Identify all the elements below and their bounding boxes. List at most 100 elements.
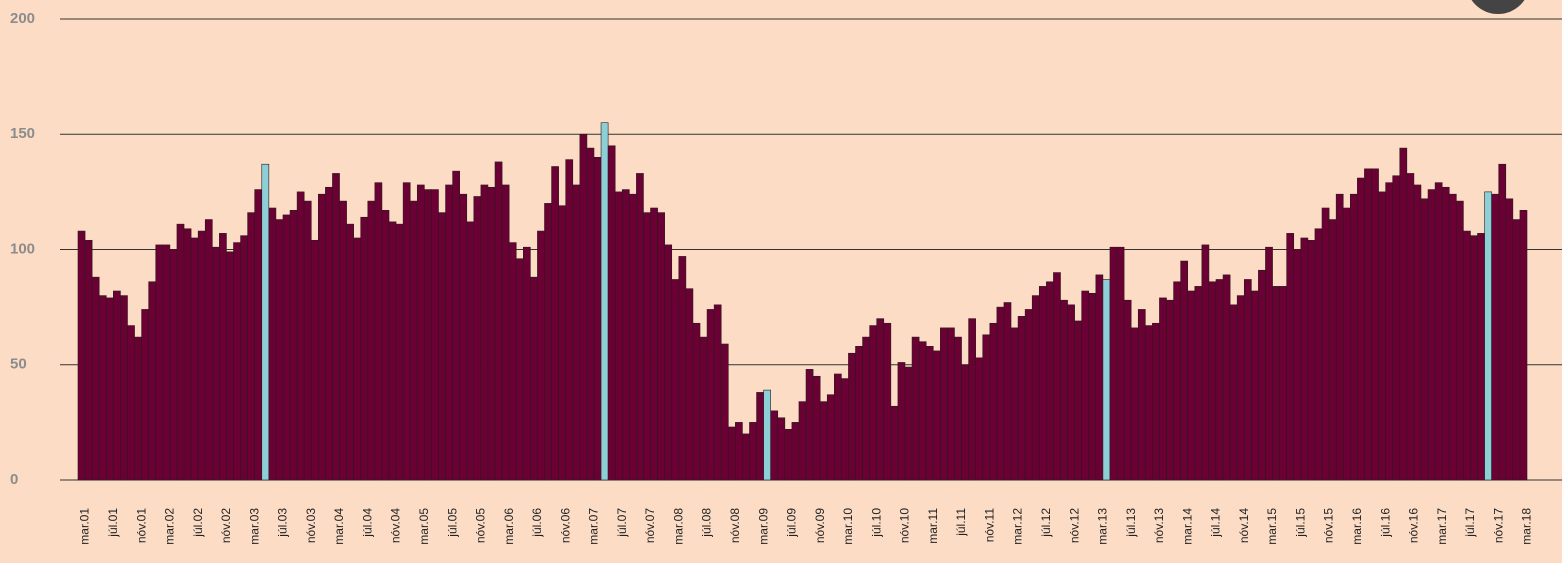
bar bbox=[968, 318, 976, 481]
bar bbox=[473, 196, 482, 481]
bar bbox=[1434, 182, 1443, 481]
bar bbox=[1152, 322, 1160, 481]
bar bbox=[1265, 246, 1273, 481]
bar bbox=[77, 230, 86, 481]
bar bbox=[402, 182, 411, 481]
bar bbox=[1463, 230, 1471, 481]
bar bbox=[233, 242, 241, 481]
x-tick-label: nóv.16 bbox=[1407, 508, 1421, 543]
bar bbox=[360, 216, 369, 481]
x-tick-label: mar.14 bbox=[1180, 508, 1194, 545]
bar bbox=[1123, 299, 1132, 481]
bar bbox=[1187, 290, 1196, 481]
bar bbox=[381, 210, 390, 481]
x-tick-label: júl.11 bbox=[954, 508, 968, 537]
bar bbox=[197, 230, 206, 481]
bar bbox=[438, 212, 446, 481]
bar bbox=[1300, 237, 1309, 481]
bar bbox=[982, 334, 991, 481]
bar bbox=[1236, 295, 1245, 481]
bar bbox=[1378, 191, 1386, 481]
bar bbox=[183, 228, 192, 481]
bar bbox=[954, 336, 962, 481]
x-tick-label: mar.05 bbox=[417, 508, 431, 545]
bar bbox=[424, 189, 432, 481]
bar bbox=[1201, 244, 1210, 481]
x-tick-label: nóv.06 bbox=[558, 508, 572, 543]
bar bbox=[1371, 168, 1379, 481]
x-tick-label: nóv.11 bbox=[982, 508, 996, 543]
bar bbox=[883, 322, 892, 481]
bar bbox=[1031, 295, 1040, 481]
bar bbox=[523, 246, 531, 481]
bar bbox=[105, 297, 114, 481]
x-tick-label: mar.07 bbox=[587, 508, 601, 545]
bar bbox=[1109, 246, 1118, 481]
bar bbox=[692, 322, 701, 481]
x-tick-label: mar.18 bbox=[1520, 508, 1534, 545]
bar bbox=[1470, 235, 1478, 481]
bar bbox=[275, 219, 284, 481]
x-tick-label: nóv.10 bbox=[898, 508, 912, 543]
x-tick-label: mar.04 bbox=[332, 508, 346, 545]
bar bbox=[190, 237, 199, 481]
bar bbox=[1258, 269, 1266, 481]
bar bbox=[1215, 279, 1224, 481]
bar bbox=[134, 336, 142, 481]
corner-button[interactable] bbox=[1466, 0, 1530, 14]
bar bbox=[621, 189, 630, 481]
bar bbox=[1385, 182, 1394, 481]
x-tick-label: júl.09 bbox=[785, 508, 799, 538]
bar bbox=[332, 173, 340, 481]
bar bbox=[537, 230, 545, 481]
x-tick-label: nóv.02 bbox=[219, 508, 233, 543]
bar bbox=[1321, 207, 1330, 481]
bar bbox=[1081, 290, 1090, 481]
x-tick-label: nóv.04 bbox=[389, 508, 403, 543]
bar bbox=[226, 251, 234, 481]
x-tick-label: nóv.09 bbox=[813, 508, 827, 543]
x-tick-label: júl.06 bbox=[530, 508, 544, 538]
bar bbox=[947, 327, 955, 481]
bar bbox=[713, 304, 722, 481]
y-tick-label: 50 bbox=[10, 356, 27, 373]
bar bbox=[466, 221, 475, 481]
bar bbox=[756, 392, 764, 481]
bar bbox=[395, 223, 404, 481]
bar bbox=[629, 193, 637, 481]
bar bbox=[890, 405, 899, 481]
x-tick-label: mar.06 bbox=[502, 508, 516, 545]
x-tick-label: nóv.01 bbox=[134, 508, 148, 543]
bar bbox=[1251, 290, 1259, 481]
bar bbox=[1314, 228, 1323, 481]
bar bbox=[515, 258, 524, 481]
y-tick-label: 0 bbox=[10, 471, 18, 488]
bar bbox=[1053, 272, 1061, 481]
bar bbox=[1477, 233, 1485, 481]
x-tick-label: mar.16 bbox=[1350, 508, 1364, 545]
bar bbox=[1512, 219, 1521, 481]
x-tick-label: júl.14 bbox=[1209, 508, 1223, 538]
bar bbox=[869, 325, 878, 481]
bar bbox=[544, 203, 552, 481]
bar bbox=[1505, 198, 1514, 481]
bar bbox=[339, 200, 347, 481]
x-tick-label: júl.12 bbox=[1039, 508, 1053, 538]
bar bbox=[742, 433, 750, 481]
bar bbox=[805, 369, 814, 481]
bar bbox=[1003, 302, 1012, 481]
bar bbox=[367, 200, 376, 481]
bar bbox=[1498, 163, 1507, 481]
bar bbox=[1017, 316, 1026, 481]
x-tick-label: júl.16 bbox=[1378, 508, 1392, 538]
bar bbox=[579, 133, 588, 481]
x-tick-label: mar.03 bbox=[247, 508, 261, 545]
bar bbox=[219, 233, 227, 481]
bar bbox=[855, 346, 863, 481]
bar bbox=[791, 422, 800, 481]
bar bbox=[770, 410, 779, 481]
bar bbox=[657, 212, 665, 481]
bar bbox=[1145, 325, 1153, 481]
bar bbox=[1046, 281, 1054, 481]
